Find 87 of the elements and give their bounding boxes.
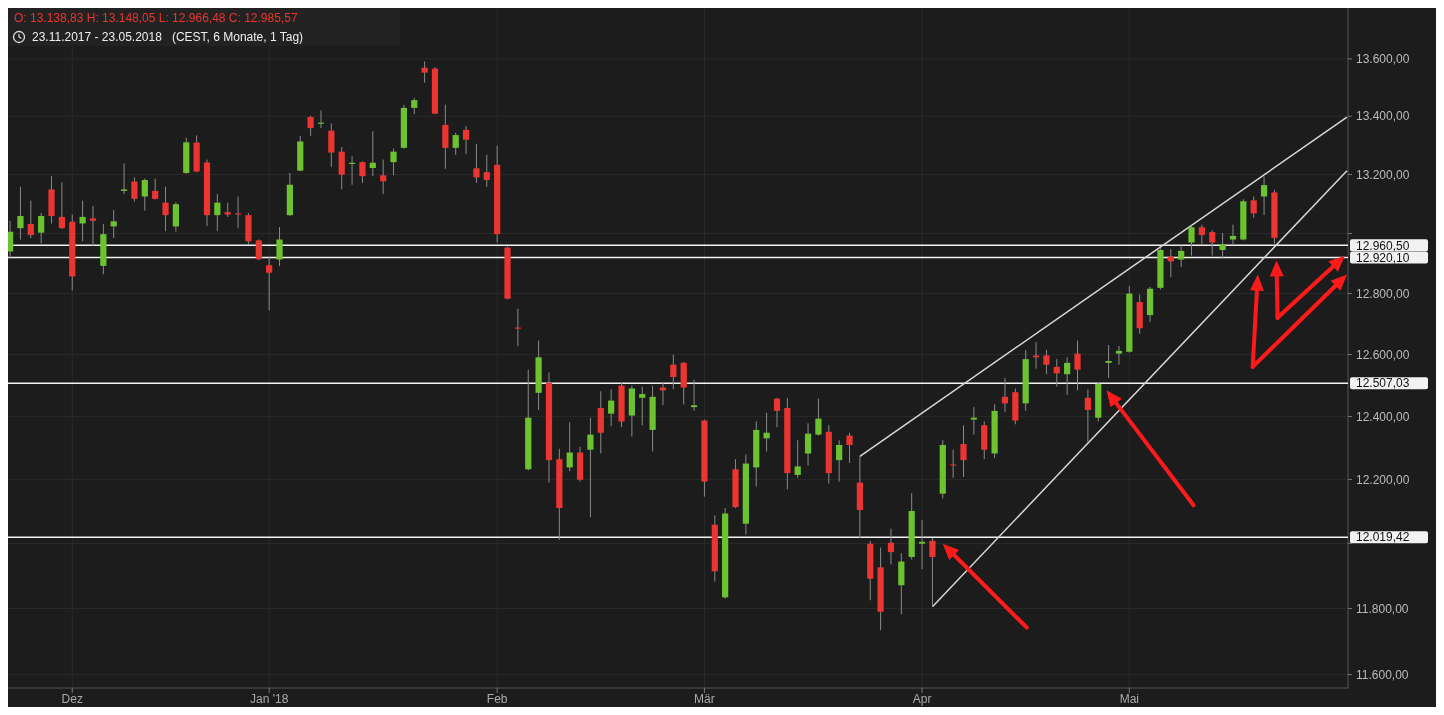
candlestick [120,162,128,195]
candlestick [918,519,926,570]
candlestick [670,354,677,390]
candlestick [690,379,698,412]
candlestick [380,159,387,195]
candlestick [950,449,957,479]
candlestick [1053,358,1060,388]
candlestick [307,115,314,137]
ref-line-label: 12.507,03 [1356,376,1410,391]
candlestick [1105,344,1112,379]
candlestick [898,552,905,615]
x-tick-label: Mai [1119,692,1139,706]
text: 23.11.2017 - 23.05.2018 (CEST, 6 Monate, 1 Tag) [32,30,304,44]
candlestick [338,146,345,190]
candlestick [1188,225,1195,257]
y-tick-label: 11.800,00 [1356,601,1409,616]
candlestick [1084,388,1091,443]
candlestick [421,60,428,84]
candlestick [276,226,283,267]
candlestick [1198,224,1205,245]
ref-line-label: 12.920,10 [1356,250,1410,265]
candlestick [473,143,480,184]
candlestick [369,130,376,177]
candlestick [794,439,801,479]
candlestick [234,196,242,229]
candlestick [1209,229,1216,257]
candlestick [27,200,34,239]
candlestick [566,421,573,472]
y-tick-label: 11.600,00 [1356,667,1409,682]
x-tick-label: Mär [694,692,715,706]
x-tick-label: Feb [486,692,508,706]
candlestick [804,422,812,466]
candlestick [390,147,397,176]
candlestick [970,406,977,436]
candlestick [8,220,14,259]
candlestick [17,186,24,241]
candlestick [162,186,169,232]
candlestick [483,154,490,188]
candlestick [846,432,853,464]
candlestick [359,160,366,184]
candlestick [929,537,936,608]
candlestick [131,176,138,203]
candlestick [110,209,117,239]
x-tick-label: Apr [912,692,932,706]
candlestick [328,122,335,168]
ref-line-label: 12.960,50 [1356,238,1410,253]
candlestick [514,308,521,347]
candlestick [1260,176,1268,216]
y-tick-label: 13.600,00 [1356,52,1410,67]
candlestick [462,125,470,155]
ref-line-label: 12.019,42 [1356,530,1410,545]
candlestick [773,397,781,428]
candlestick [266,256,273,311]
y-tick-label: 12.600,00 [1356,347,1410,362]
candlestick [452,132,459,156]
candlestick [1043,349,1050,375]
candlestick [1178,244,1185,268]
y-tick-label: 13.400,00 [1356,109,1410,124]
candlestick [1115,345,1123,366]
y-tick-label: 13.200,00 [1356,167,1410,182]
x-tick-label: Jan '18 [250,692,289,706]
x-tick-label: Dez [61,692,83,706]
candlestick [1032,341,1040,370]
candlestick [442,104,449,170]
chart-title: O: 13.138,83 H: 13.148,05 L: 12.966,48 C: 12.985,57 [14,11,298,25]
candlestick [763,412,770,453]
candlestick [960,424,967,478]
candlestick [815,398,822,437]
candlestick [89,205,97,247]
candlestick [587,417,594,518]
candlestick [1229,224,1237,246]
candlestick [608,388,615,427]
candlestick [141,178,148,212]
candlestick [1250,196,1257,219]
y-tick-label: 12.800,00 [1356,286,1410,301]
y-tick-label: 12.400,00 [1356,409,1410,424]
candlestick [836,439,843,483]
candlestick [887,528,895,565]
candlestick [214,193,221,232]
candlestick [58,181,65,230]
candlestick [38,212,45,244]
candlestick [1064,356,1071,396]
candlestick [1219,232,1226,259]
candlestick [1074,339,1081,391]
candlestick [172,201,179,233]
candlestick [639,386,646,426]
y-tick-label: 12.200,00 [1356,472,1410,487]
